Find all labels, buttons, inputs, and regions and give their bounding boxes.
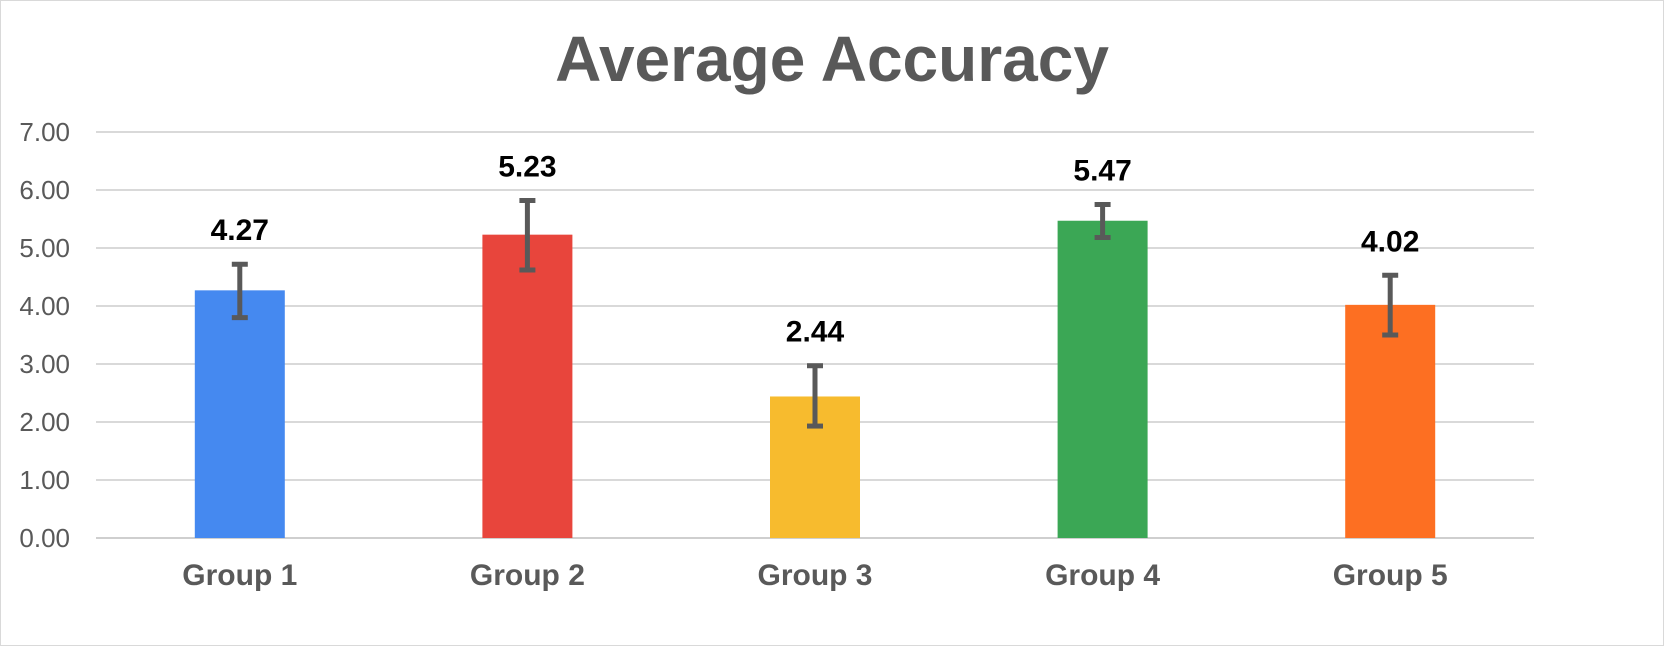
error-bar xyxy=(807,363,823,429)
y-tick-label: 0.00 xyxy=(19,523,70,553)
error-bar xyxy=(1094,202,1111,241)
error-bar xyxy=(1382,272,1399,338)
bar-group-4 xyxy=(1057,220,1148,539)
data-label: 2.44 xyxy=(786,316,845,349)
category-label: Group 3 xyxy=(757,559,872,592)
y-tick-label: 2.00 xyxy=(19,407,70,437)
data-label: 4.27 xyxy=(211,214,269,247)
data-label: 4.02 xyxy=(1361,225,1419,258)
data-label: 5.47 xyxy=(1073,155,1131,188)
category-label: Group 2 xyxy=(470,559,585,592)
error-bars xyxy=(231,197,1399,429)
category-label: Group 1 xyxy=(182,559,297,592)
data-labels: 4.27 5.23 2.44 5.47 4.02 xyxy=(211,150,1420,348)
category-label: Group 4 xyxy=(1045,559,1160,592)
y-axis-ticks: 0.00 1.00 2.00 3.00 4.00 5.00 6.00 7.00 xyxy=(19,117,70,553)
bar-group-1 xyxy=(194,290,285,538)
y-tick-label: 1.00 xyxy=(19,465,70,495)
bar-group-5 xyxy=(1345,304,1436,538)
y-tick-label: 6.00 xyxy=(19,175,70,205)
bar-group-2 xyxy=(482,234,573,538)
y-tick-label: 7.00 xyxy=(19,117,70,147)
y-tick-label: 5.00 xyxy=(19,233,70,263)
error-bar xyxy=(231,261,248,321)
y-tick-label: 4.00 xyxy=(19,291,70,321)
data-label: 5.23 xyxy=(498,150,556,183)
category-label: Group 5 xyxy=(1333,559,1448,592)
chart-title: Average Accuracy xyxy=(555,23,1109,95)
error-bar xyxy=(519,197,536,273)
x-axis-categories: Group 1 Group 2 Group 3 Group 4 Group 5 xyxy=(182,559,1447,592)
y-tick-label: 3.00 xyxy=(19,349,70,379)
bars xyxy=(194,220,1436,539)
